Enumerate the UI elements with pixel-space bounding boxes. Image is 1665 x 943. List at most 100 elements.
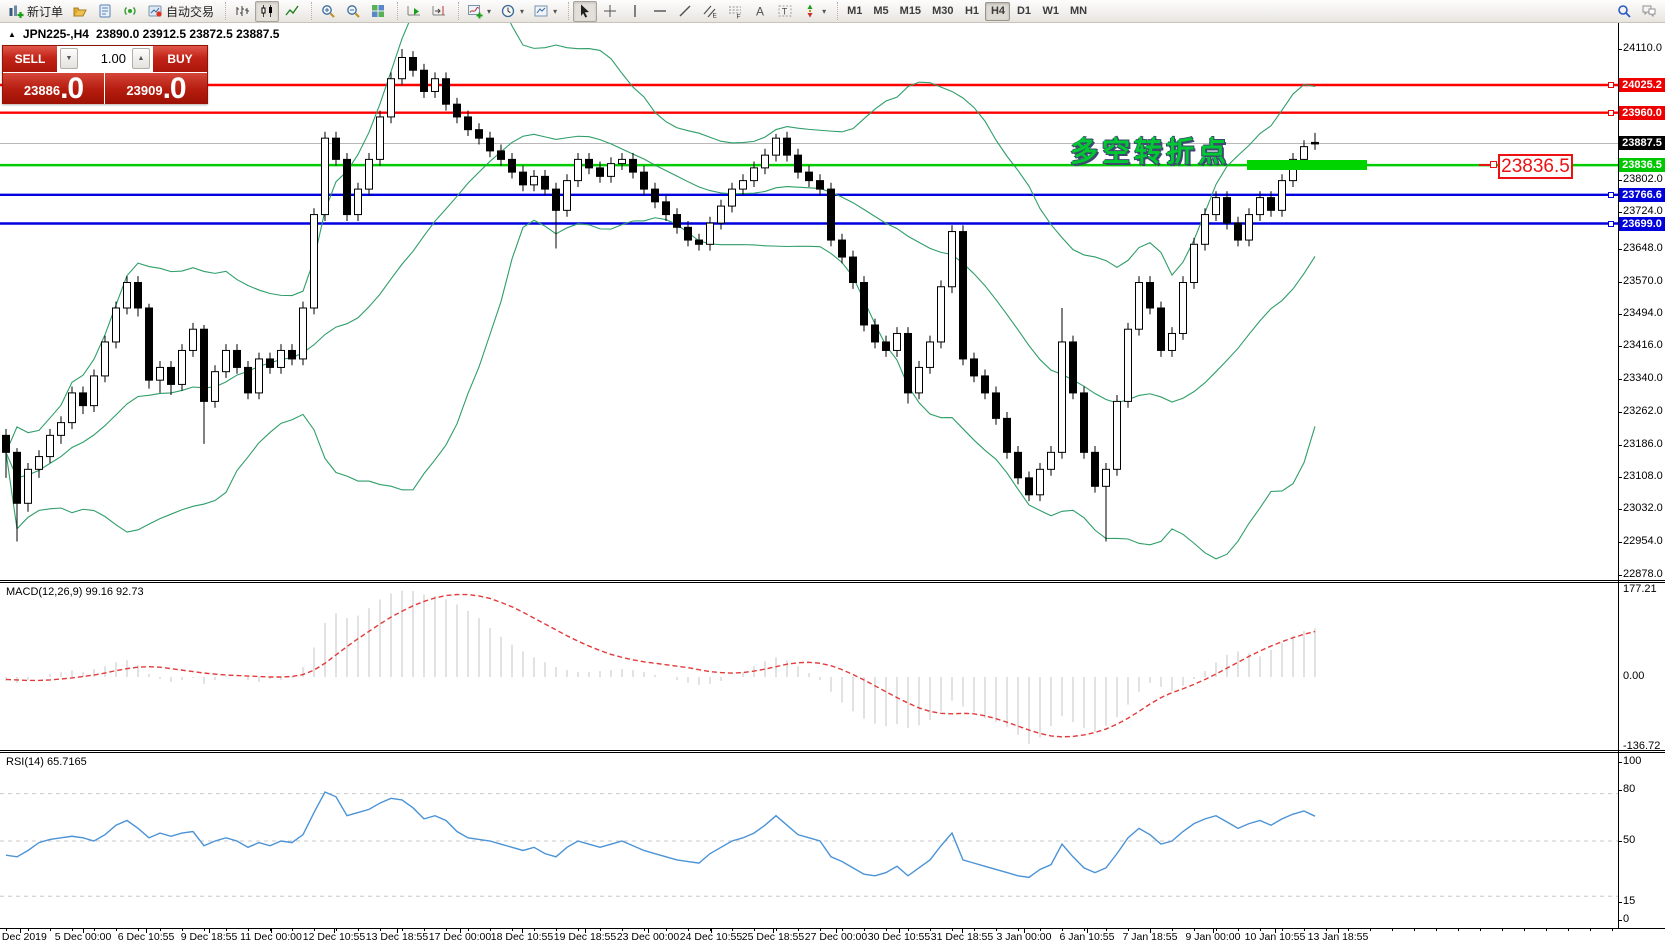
time-minor-tick bbox=[292, 929, 293, 931]
candle-body bbox=[926, 341, 934, 368]
price-chart-canvas[interactable] bbox=[0, 23, 1618, 581]
candle-body bbox=[13, 451, 21, 504]
chat-button[interactable] bbox=[1637, 1, 1661, 22]
pivot-price-label[interactable]: 23836.5 bbox=[1498, 154, 1573, 179]
macd-pane[interactable] bbox=[0, 583, 1618, 750]
rsi-tick-mark bbox=[1618, 920, 1622, 921]
auto-trading-button[interactable]: 自动交易 bbox=[143, 1, 218, 22]
sell-button[interactable]: SELL bbox=[3, 46, 58, 72]
zoom-out-button[interactable] bbox=[341, 1, 365, 22]
candle-body bbox=[101, 341, 109, 377]
buy-button[interactable]: BUY bbox=[152, 46, 207, 72]
tile-windows-button[interactable] bbox=[366, 1, 390, 22]
time-tick-label: 18 Dec 10:55 bbox=[490, 931, 554, 943]
auto-scroll-button[interactable] bbox=[402, 1, 426, 22]
time-tick-label: 6 Jan 10:55 bbox=[1059, 931, 1115, 943]
trendline-button[interactable] bbox=[673, 1, 697, 22]
data-folder-button[interactable] bbox=[68, 1, 92, 22]
metaeditor-button[interactable] bbox=[93, 1, 117, 22]
chat-icon bbox=[1641, 3, 1657, 19]
time-minor-tick bbox=[864, 929, 865, 931]
candlestick-chart-button[interactable] bbox=[255, 0, 280, 22]
timeframe-m5[interactable]: M5 bbox=[868, 2, 893, 21]
candle-body bbox=[915, 366, 923, 394]
timeframe-w1[interactable]: W1 bbox=[1037, 2, 1064, 21]
timeframe-m15[interactable]: M15 bbox=[895, 2, 926, 21]
trendline-handle[interactable] bbox=[1490, 161, 1497, 168]
candle-body bbox=[794, 154, 802, 173]
dropdown-caret-icon[interactable]: ▾ bbox=[520, 6, 525, 16]
search-button[interactable] bbox=[1612, 1, 1636, 22]
signals-button[interactable] bbox=[118, 1, 142, 22]
macd-canvas[interactable] bbox=[0, 583, 1618, 750]
equidistant-channel-button[interactable]: E bbox=[698, 1, 722, 22]
time-minor-tick bbox=[1040, 929, 1041, 931]
candle-body bbox=[189, 328, 197, 351]
volume-increase-button[interactable]: ▲ bbox=[132, 48, 150, 69]
collapse-panel-icon[interactable]: ▲ bbox=[8, 29, 16, 39]
horizontal-line-button[interactable] bbox=[648, 1, 672, 22]
timeframe-h4[interactable]: H4 bbox=[985, 1, 1011, 21]
line-chart-icon bbox=[284, 3, 300, 19]
candle-body bbox=[981, 375, 989, 394]
macd-signal-line bbox=[5, 593, 1316, 738]
time-minor-tick bbox=[1260, 929, 1261, 931]
timeframe-m30[interactable]: M30 bbox=[927, 2, 958, 21]
candle-body bbox=[1234, 222, 1242, 241]
cursor-button[interactable] bbox=[573, 0, 598, 22]
text-label-button[interactable]: T bbox=[773, 1, 797, 22]
timeframe-m1[interactable]: M1 bbox=[842, 2, 867, 21]
chart-shift-button[interactable] bbox=[427, 1, 451, 22]
bollinger-middle-band[interactable] bbox=[5, 133, 1316, 479]
pivot-trendline-segment[interactable] bbox=[1247, 160, 1367, 170]
bollinger-upper-band[interactable] bbox=[5, 23, 1316, 453]
fibonacci-button[interactable]: F bbox=[723, 1, 747, 22]
timeframe-mn[interactable]: MN bbox=[1065, 2, 1092, 21]
timeframe-d1[interactable]: D1 bbox=[1011, 2, 1036, 21]
candle-body bbox=[860, 282, 868, 326]
pane-separator-rsi[interactable] bbox=[0, 750, 1665, 753]
new-order-button[interactable]: 新订单 bbox=[4, 1, 67, 22]
zoom-in-button[interactable] bbox=[316, 1, 340, 22]
rsi-axis-label: 100 bbox=[1623, 755, 1642, 767]
line-chart-button[interactable] bbox=[280, 1, 304, 22]
pane-separator-macd[interactable] bbox=[0, 580, 1665, 583]
price-level-badge: 23699.0 bbox=[1619, 217, 1665, 231]
bar-chart-button[interactable] bbox=[230, 1, 254, 22]
arrows-button[interactable]: ▾ bbox=[798, 1, 830, 22]
candle-body bbox=[409, 56, 417, 71]
candle-body bbox=[233, 349, 241, 368]
bollinger-lower-band[interactable] bbox=[5, 217, 1316, 560]
candle-body bbox=[1146, 282, 1154, 309]
volume-decrease-button[interactable]: ▼ bbox=[60, 48, 78, 69]
svg-text:T: T bbox=[782, 7, 788, 17]
candle-body bbox=[354, 188, 362, 216]
text-button[interactable]: A bbox=[748, 1, 772, 22]
timeframe-m1-label: M1 bbox=[847, 5, 863, 17]
chart-shift-icon bbox=[431, 3, 447, 19]
candle-body bbox=[585, 158, 593, 169]
rsi-canvas[interactable] bbox=[0, 753, 1618, 928]
time-major-tick bbox=[1150, 929, 1151, 933]
sell-price[interactable]: 23886.0 bbox=[3, 73, 105, 104]
candlestick-chart-icon bbox=[259, 3, 275, 19]
dropdown-caret-icon[interactable]: ▾ bbox=[553, 6, 558, 16]
dropdown-caret-icon[interactable]: ▾ bbox=[487, 6, 492, 16]
timeframe-h1[interactable]: H1 bbox=[959, 2, 984, 21]
indicators-button[interactable]: ▾ bbox=[463, 1, 495, 22]
buy-price[interactable]: 23909.0 bbox=[105, 73, 207, 104]
time-minor-tick bbox=[116, 929, 117, 931]
crosshair-button[interactable] bbox=[598, 1, 622, 22]
vertical-line-button[interactable] bbox=[623, 1, 647, 22]
periods-button[interactable]: ▾ bbox=[496, 1, 528, 22]
volume-input[interactable] bbox=[80, 46, 130, 71]
chinese-annotation[interactable]: 多空转折点 bbox=[1070, 136, 1231, 167]
candle-body bbox=[244, 366, 252, 394]
rsi-pane[interactable] bbox=[0, 753, 1618, 928]
price-chart-pane[interactable] bbox=[0, 23, 1618, 581]
timeframe-h4-label: H4 bbox=[990, 5, 1005, 17]
dropdown-caret-icon[interactable]: ▾ bbox=[822, 6, 827, 16]
indicators-icon bbox=[467, 3, 483, 19]
candle-body bbox=[1047, 451, 1055, 470]
templates-button[interactable]: ▾ bbox=[529, 1, 561, 22]
